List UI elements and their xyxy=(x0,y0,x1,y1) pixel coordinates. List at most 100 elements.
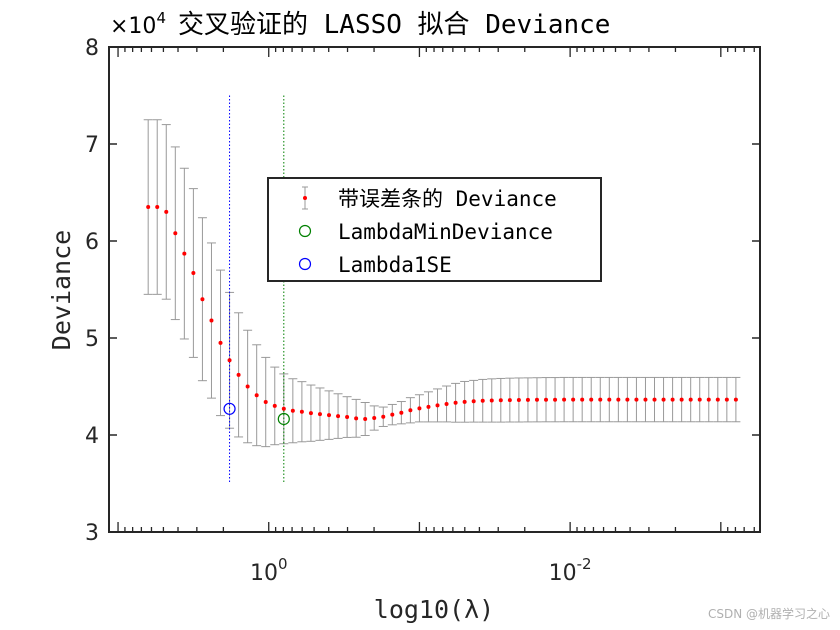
marker-lambda1se xyxy=(223,402,236,415)
data-point xyxy=(507,398,512,403)
data-point xyxy=(327,413,332,418)
data-point xyxy=(679,397,684,402)
data-point xyxy=(544,397,549,402)
title-exponent: 4 xyxy=(156,9,166,27)
y-tick-label: 8 xyxy=(85,36,99,61)
data-point xyxy=(399,410,404,415)
data-point xyxy=(182,251,187,256)
data-point xyxy=(345,415,350,420)
data-point xyxy=(336,414,341,419)
data-point xyxy=(724,397,729,402)
y-tick-label: 7 xyxy=(85,133,99,158)
data-point xyxy=(489,398,494,403)
data-point xyxy=(227,358,232,363)
data-point xyxy=(697,397,702,402)
marker-lambdamindeviance xyxy=(277,412,290,426)
data-point xyxy=(498,398,503,403)
data-point xyxy=(191,271,196,276)
highlight-markers-layer xyxy=(223,402,290,426)
data-point xyxy=(200,297,205,302)
data-points-layer xyxy=(146,205,738,421)
data-point xyxy=(562,397,567,402)
data-point xyxy=(661,397,666,402)
data-point xyxy=(444,401,449,406)
data-point xyxy=(408,408,413,413)
data-point xyxy=(534,397,539,402)
title-text: 交叉验证的 LASSO 拟合 Deviance xyxy=(178,10,610,40)
data-point xyxy=(598,397,603,402)
data-point xyxy=(589,397,594,402)
data-point xyxy=(173,231,178,236)
x-tick-label: 100 xyxy=(250,555,288,586)
y-axis-label: Deviance xyxy=(47,230,76,350)
data-point xyxy=(272,403,277,408)
x-tick-base: 10 xyxy=(549,561,577,586)
data-point xyxy=(607,397,612,402)
data-point xyxy=(308,411,313,416)
legend-label: LambdaMinDeviance xyxy=(338,220,553,244)
data-point xyxy=(146,205,151,210)
data-point xyxy=(263,400,268,405)
axes-layer xyxy=(108,46,761,533)
legend: 带误差条的 Deviance LambdaMinDeviance Lambda1SE xyxy=(267,177,602,282)
y-tick-label: 3 xyxy=(85,521,99,546)
x-tick-base: 10 xyxy=(250,561,278,586)
data-point xyxy=(290,408,295,413)
data-point xyxy=(372,416,377,421)
data-point xyxy=(571,397,576,402)
data-point xyxy=(254,393,259,398)
data-point xyxy=(688,397,693,402)
data-point xyxy=(733,397,738,402)
data-point xyxy=(634,397,639,402)
legend-label: 带误差条的 Deviance xyxy=(338,187,557,211)
legend-marker-lambda1se xyxy=(298,257,312,271)
watermark-text: CSDN @机器学习之心 xyxy=(707,607,830,621)
data-point xyxy=(164,209,169,214)
data-point xyxy=(354,416,359,421)
data-point xyxy=(471,399,476,404)
plot-box xyxy=(108,46,761,533)
data-point xyxy=(625,397,630,402)
data-point xyxy=(453,400,458,405)
x-tick-exponent: -2 xyxy=(577,555,592,573)
data-point xyxy=(525,397,530,402)
legend-point-glyph xyxy=(303,196,307,200)
data-point xyxy=(381,414,386,419)
data-point xyxy=(580,397,585,402)
data-point xyxy=(426,404,431,409)
data-point xyxy=(435,403,440,408)
x-axis-label: log10(λ) xyxy=(374,595,494,624)
data-point xyxy=(317,412,322,417)
x-tick-exponent: 0 xyxy=(278,555,288,573)
data-point xyxy=(218,340,223,345)
data-point xyxy=(480,398,485,403)
data-point xyxy=(245,384,250,389)
marker-lines-layer xyxy=(229,95,285,484)
title-multiplier: ×10 xyxy=(110,14,156,39)
data-point xyxy=(670,397,675,402)
data-point xyxy=(462,399,467,404)
data-point xyxy=(390,412,395,417)
data-point xyxy=(516,397,521,402)
data-point xyxy=(715,397,720,402)
legend-box xyxy=(267,177,602,282)
legend-label: Lambda1SE xyxy=(338,253,452,277)
data-point xyxy=(652,397,657,402)
data-point xyxy=(417,406,422,411)
y-tick-label: 6 xyxy=(85,230,99,255)
y-tick-label: 4 xyxy=(85,424,99,449)
data-point xyxy=(299,409,304,414)
data-point xyxy=(706,397,711,402)
data-point xyxy=(616,397,621,402)
data-point xyxy=(155,205,160,210)
legend-marker-lambdamindeviance xyxy=(298,224,312,238)
data-point xyxy=(236,372,241,377)
data-point xyxy=(281,406,286,411)
y-tick-label: 5 xyxy=(85,327,99,352)
data-point xyxy=(643,397,648,402)
errorbars-layer xyxy=(143,119,741,448)
chart-title: ×104 交叉验证的 LASSO 拟合 Deviance xyxy=(110,9,610,40)
data-point xyxy=(363,416,368,421)
